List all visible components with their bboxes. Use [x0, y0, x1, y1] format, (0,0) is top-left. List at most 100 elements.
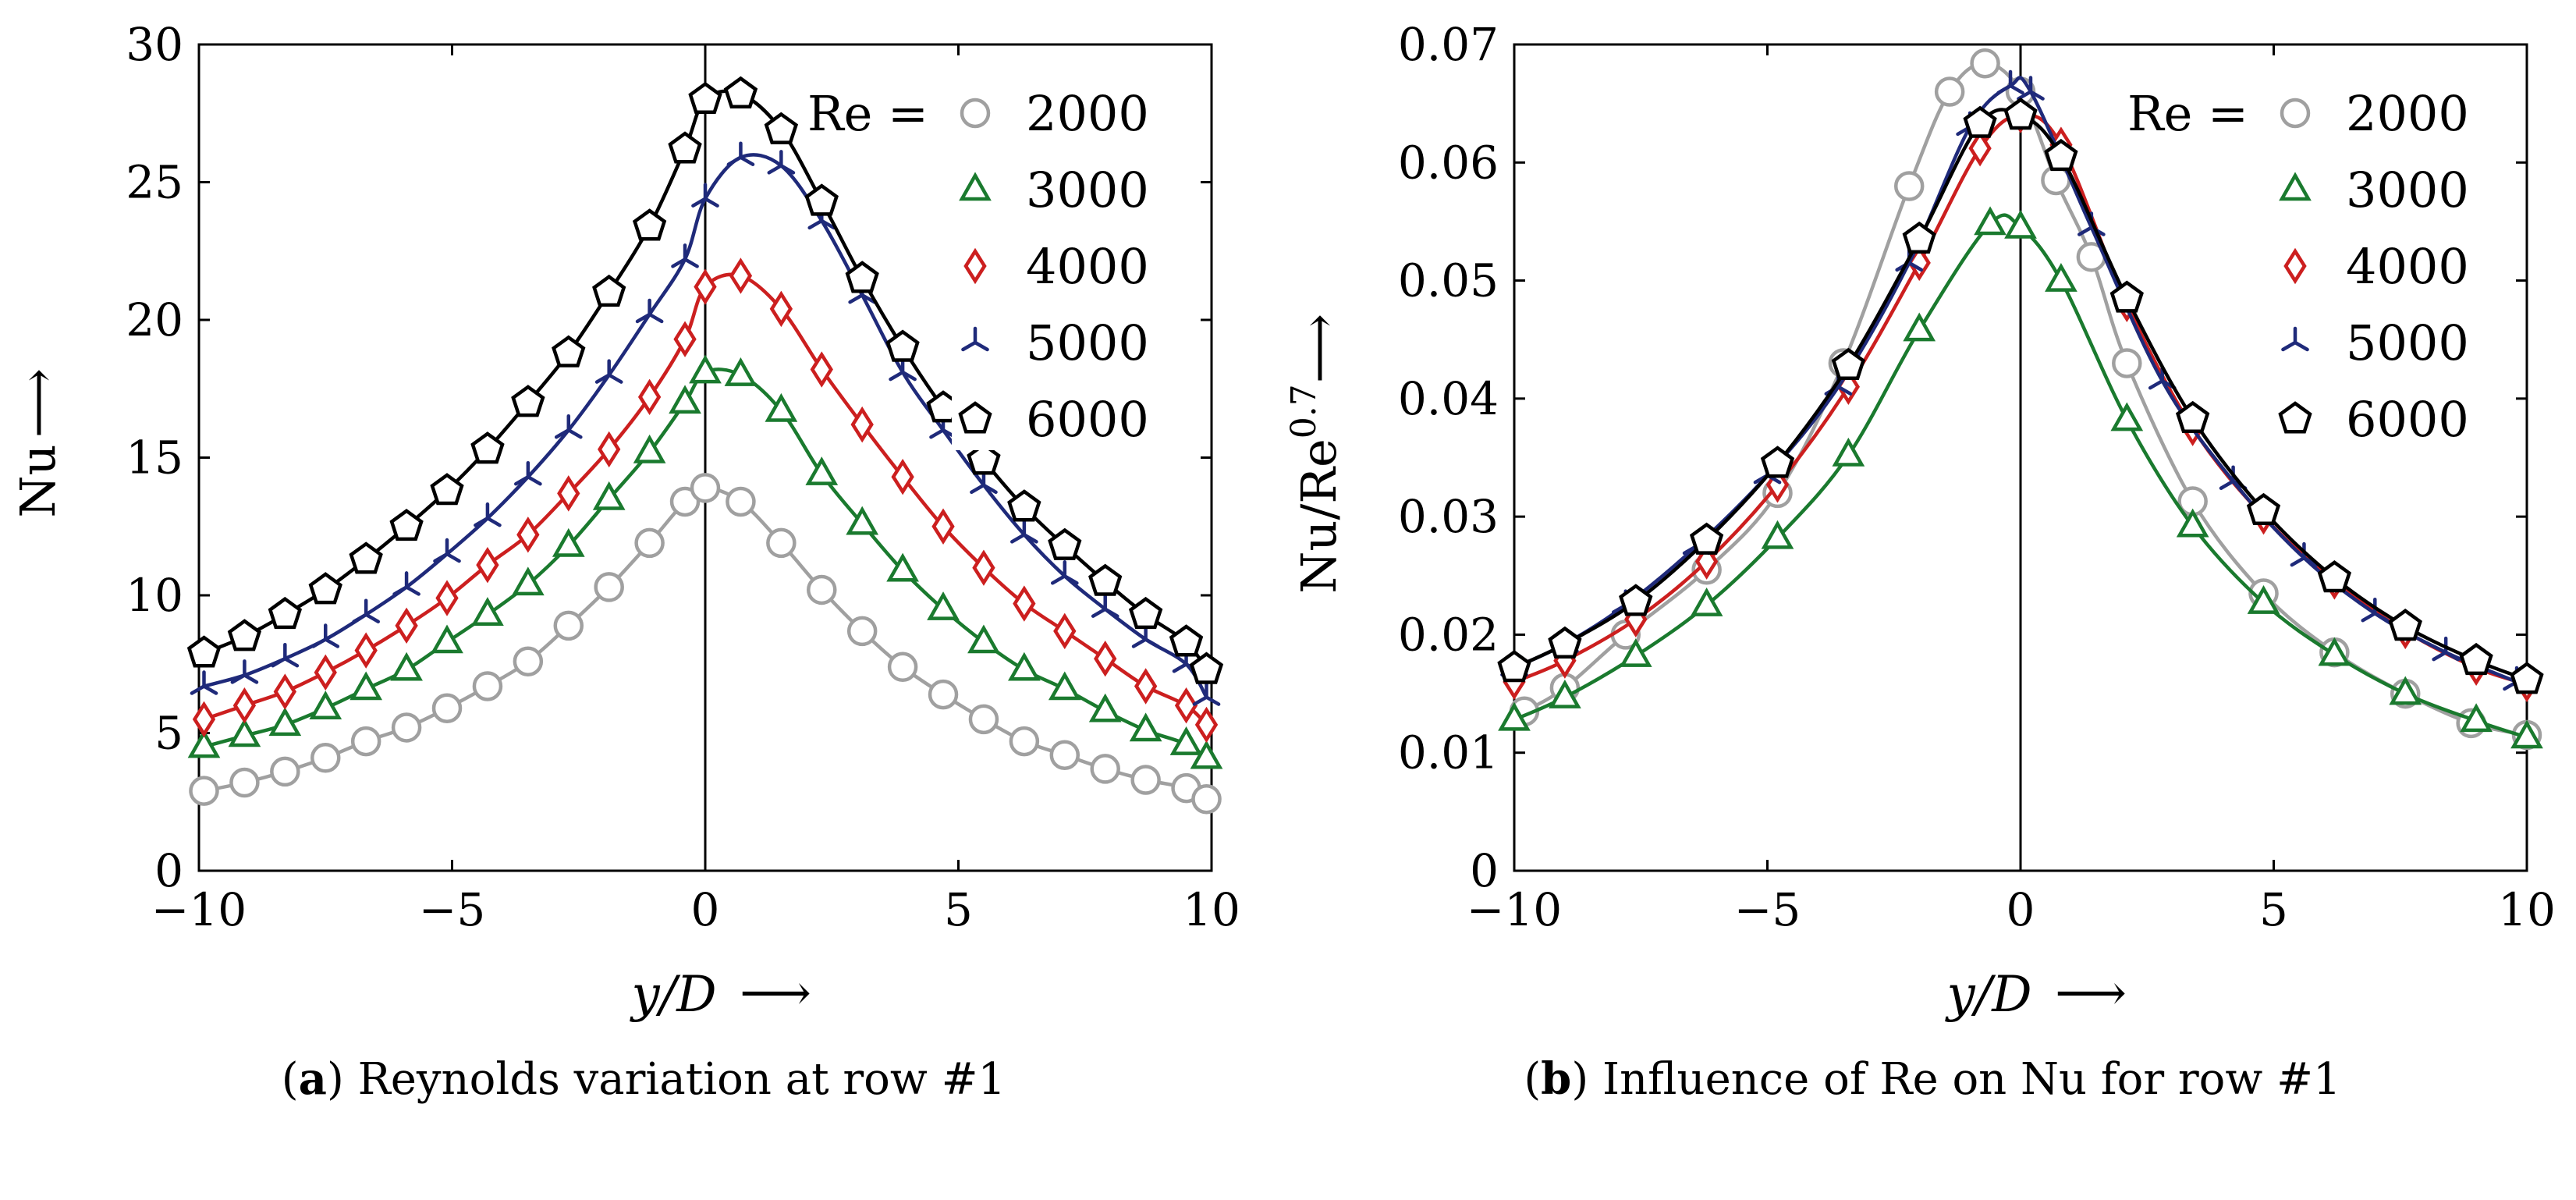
- y-tick-label: 20: [126, 293, 183, 346]
- data-point-2000: [726, 486, 756, 517]
- data-point-2000: [229, 767, 260, 798]
- data-point-5000: [594, 359, 623, 384]
- data-point-2000: [431, 693, 463, 723]
- legend-marker-3000: [2279, 172, 2312, 201]
- data-point-6000: [470, 431, 505, 464]
- data-point-6000: [1689, 522, 1724, 555]
- data-point-6000: [845, 261, 879, 293]
- data-point-5000: [352, 598, 381, 623]
- data-point-4000: [673, 321, 697, 357]
- data-point-2000: [270, 756, 300, 787]
- data-point-2000: [1049, 740, 1080, 770]
- y-tick-label: 0.03: [1398, 490, 1499, 543]
- x-axis-arrow: ⟶: [740, 964, 811, 1022]
- data-point-5000: [1010, 519, 1038, 544]
- data-point-6000: [511, 385, 545, 417]
- data-point-4000: [1013, 585, 1036, 622]
- data-point-4000: [516, 517, 540, 553]
- data-point-5000: [671, 243, 699, 268]
- y-axis-arrow: ⟶: [9, 368, 66, 438]
- data-point-3000: [1690, 588, 1723, 616]
- legend-label-6000: 6000: [2346, 391, 2469, 448]
- series-4000: [192, 257, 1219, 744]
- data-point-6000: [1128, 596, 1163, 630]
- legend-marker-4000: [2283, 247, 2307, 285]
- data-point-3000: [268, 707, 302, 737]
- x-tick-label: 5: [2259, 883, 2288, 936]
- data-point-4000: [694, 268, 717, 305]
- data-point-6000: [552, 335, 586, 367]
- data-point-6000: [2109, 280, 2144, 313]
- data-point-5000: [474, 502, 502, 527]
- data-point-3000: [592, 481, 626, 510]
- data-point-3000: [2176, 508, 2209, 538]
- data-point-5000: [311, 623, 340, 648]
- data-point-3000: [2247, 585, 2280, 614]
- data-point-5000: [514, 460, 542, 486]
- data-point-5000: [271, 642, 300, 668]
- data-point-3000: [511, 566, 545, 596]
- data-point-2000: [2112, 348, 2142, 378]
- y-axis-label-group: Nu⟶: [9, 368, 66, 518]
- legend-label-5000: 5000: [1026, 314, 1149, 371]
- caption-a: (a) Reynolds variation at row #1: [281, 1053, 1006, 1105]
- data-point-4000: [395, 607, 418, 644]
- data-point-4000: [476, 546, 499, 584]
- data-point-6000: [227, 619, 262, 651]
- data-point-6000: [764, 112, 799, 144]
- legend: Re = 2000 3000 4000 5000 6000: [807, 82, 1149, 450]
- data-point-3000: [2389, 676, 2422, 705]
- figure-panel-a: −10 −5 0 5 10 0 5 10 15 20 25 30 y/D ⟶ Nu ⟶ Re = 2000 3000…: [0, 0, 1287, 1200]
- data-point-3000: [1498, 701, 1531, 731]
- data-point-3000: [552, 527, 585, 557]
- data-point-3000: [1549, 680, 1581, 708]
- data-point-6000: [1088, 563, 1123, 596]
- data-point-3000: [390, 651, 423, 681]
- data-point-5000: [2017, 76, 2045, 101]
- x-tick-label: −10: [151, 883, 247, 936]
- data-point-4000: [273, 673, 296, 710]
- data-point-3000: [471, 597, 504, 626]
- legend-marker-6000: [958, 401, 992, 434]
- data-point-4000: [598, 431, 621, 468]
- data-point-4000: [769, 290, 793, 328]
- data-point-5000: [726, 141, 755, 166]
- y-axis-arrow: ⟶: [1290, 314, 1347, 383]
- data-point-6000: [2044, 138, 2078, 172]
- y-tick-label: 0: [1470, 844, 1499, 897]
- data-point-6000: [308, 572, 342, 605]
- data-point-6000: [1760, 446, 1795, 478]
- data-point-6000: [2459, 642, 2493, 676]
- data-point-3000: [846, 506, 879, 535]
- data-point-2000: [669, 486, 701, 517]
- data-point-6000: [688, 81, 722, 115]
- data-point-6000: [2317, 560, 2352, 593]
- data-point-3000: [886, 552, 919, 582]
- legend-label-4000: 4000: [2346, 238, 2469, 295]
- data-point-6000: [1619, 584, 1653, 616]
- y-axis-label-group: Nu/Re0.7⟶: [1284, 314, 1347, 594]
- caption-a-label: a: [298, 1053, 327, 1105]
- y-tick-label: 0.06: [1398, 136, 1499, 189]
- data-point-5000: [554, 414, 583, 439]
- legend-label-4000: 4000: [1026, 238, 1149, 295]
- legend-marker-6000: [2278, 401, 2312, 434]
- data-point-4000: [637, 378, 662, 416]
- data-point-4000: [891, 458, 914, 495]
- data-point-4000: [314, 654, 337, 691]
- y-tick-label: 0.02: [1398, 608, 1499, 661]
- legend-label-3000: 3000: [1026, 162, 1149, 218]
- data-point-5000: [1091, 593, 1119, 618]
- y-tick-label: 5: [154, 707, 183, 760]
- data-point-2000: [350, 726, 381, 757]
- data-point-4000: [1094, 640, 1117, 677]
- data-point-3000: [689, 354, 722, 384]
- data-point-5000: [433, 538, 461, 563]
- data-point-2000: [690, 473, 721, 503]
- legend-label-3000: 3000: [2346, 162, 2469, 218]
- data-point-4000: [354, 632, 378, 669]
- series-5000: [190, 141, 1221, 706]
- data-point-6000: [1007, 489, 1041, 522]
- data-point-4000: [232, 687, 257, 724]
- data-point-4000: [435, 580, 459, 616]
